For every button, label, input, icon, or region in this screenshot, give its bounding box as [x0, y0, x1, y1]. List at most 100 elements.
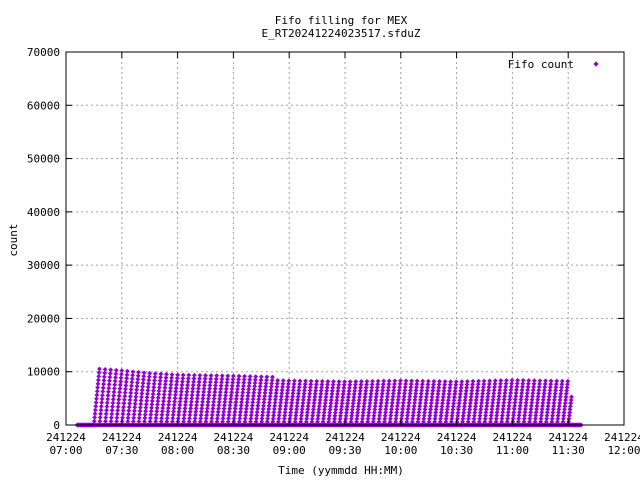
- data-point: [341, 385, 347, 391]
- data-point: [419, 381, 425, 387]
- data-point: [501, 400, 507, 406]
- data-point: [362, 394, 368, 400]
- data-point: [477, 413, 483, 418]
- data-point: [280, 378, 286, 383]
- data-point: [216, 406, 221, 411]
- data-point: [471, 416, 477, 422]
- data-point: [194, 402, 199, 408]
- data-point: [109, 411, 115, 417]
- data-point: [319, 382, 325, 387]
- data-point: [148, 412, 154, 418]
- data-point: [393, 413, 399, 418]
- data-point: [395, 400, 401, 406]
- data-point: [523, 400, 529, 406]
- data-point: [464, 379, 470, 384]
- data-point: [413, 391, 419, 396]
- data-point: [481, 378, 487, 384]
- data-point: [156, 385, 162, 390]
- data-point: [126, 411, 131, 417]
- data-point: [383, 410, 388, 415]
- data-point: [223, 386, 229, 392]
- data-point: [457, 394, 463, 400]
- data-point: [520, 384, 525, 390]
- data-point: [144, 394, 150, 400]
- data-point: [536, 390, 541, 396]
- data-point: [168, 385, 173, 391]
- data-point: [300, 403, 305, 409]
- data-point: [536, 384, 542, 390]
- data-point: [534, 406, 539, 412]
- data-point: [458, 385, 464, 391]
- data-point: [270, 419, 276, 425]
- data-point: [143, 408, 149, 414]
- data-point: [438, 410, 444, 415]
- data-point: [556, 403, 562, 409]
- data-point: [142, 419, 147, 424]
- data-point: [129, 379, 135, 385]
- data-point: [211, 399, 217, 405]
- data-point: [425, 385, 430, 390]
- data-point: [312, 397, 317, 403]
- grid-lines: [66, 52, 624, 425]
- data-point: [565, 378, 571, 384]
- data-point: [330, 382, 336, 388]
- data-point: [473, 400, 479, 406]
- data-point: [338, 407, 344, 412]
- data-point: [211, 396, 217, 402]
- data-point: [529, 397, 535, 403]
- data-point: [435, 394, 441, 400]
- data-point: [114, 411, 120, 417]
- data-point: [334, 397, 340, 403]
- data-point: [380, 384, 386, 390]
- data-point: [431, 378, 437, 384]
- data-point: [233, 403, 239, 408]
- data-point: [220, 416, 226, 421]
- data-point: [151, 388, 156, 394]
- data-point: [453, 385, 458, 391]
- data-point: [423, 400, 429, 406]
- x-tick-label: 241224: [381, 431, 421, 444]
- data-point: [145, 384, 151, 390]
- data-point: [135, 376, 141, 382]
- data-point: [512, 403, 518, 409]
- data-point: [212, 392, 217, 398]
- data-point: [206, 396, 211, 402]
- legend-marker: [593, 61, 599, 67]
- data-point: [107, 378, 112, 384]
- data-point: [502, 387, 508, 393]
- data-point: [345, 400, 351, 406]
- data-point: [175, 372, 180, 378]
- chart-title-line-1: Fifo filling for MEX: [275, 14, 408, 27]
- data-point: [508, 384, 514, 390]
- data-point: [438, 413, 444, 419]
- data-point: [240, 386, 246, 392]
- data-point: [326, 413, 332, 419]
- data-point: [245, 396, 250, 402]
- data-point: [276, 419, 281, 425]
- data-point: [100, 389, 106, 394]
- data-point: [526, 378, 532, 383]
- data-point: [344, 410, 349, 416]
- data-point: [542, 384, 548, 390]
- data-point: [159, 415, 165, 421]
- data-point: [440, 400, 445, 406]
- data-point: [299, 413, 304, 418]
- data-point: [207, 383, 213, 388]
- data-point: [502, 390, 508, 396]
- data-point: [121, 404, 127, 410]
- data-point: [171, 402, 177, 408]
- data-point: [461, 410, 467, 415]
- data-point: [265, 409, 271, 415]
- data-point: [533, 409, 539, 415]
- data-point: [417, 406, 422, 412]
- data-point: [107, 371, 113, 376]
- data-point: [201, 386, 207, 392]
- data-point: [369, 381, 375, 387]
- data-point: [358, 382, 364, 387]
- data-point: [379, 394, 385, 400]
- data-point: [265, 416, 271, 421]
- data-point: [468, 397, 474, 403]
- data-point: [324, 385, 330, 391]
- data-point: [527, 413, 533, 418]
- data-point: [425, 381, 431, 387]
